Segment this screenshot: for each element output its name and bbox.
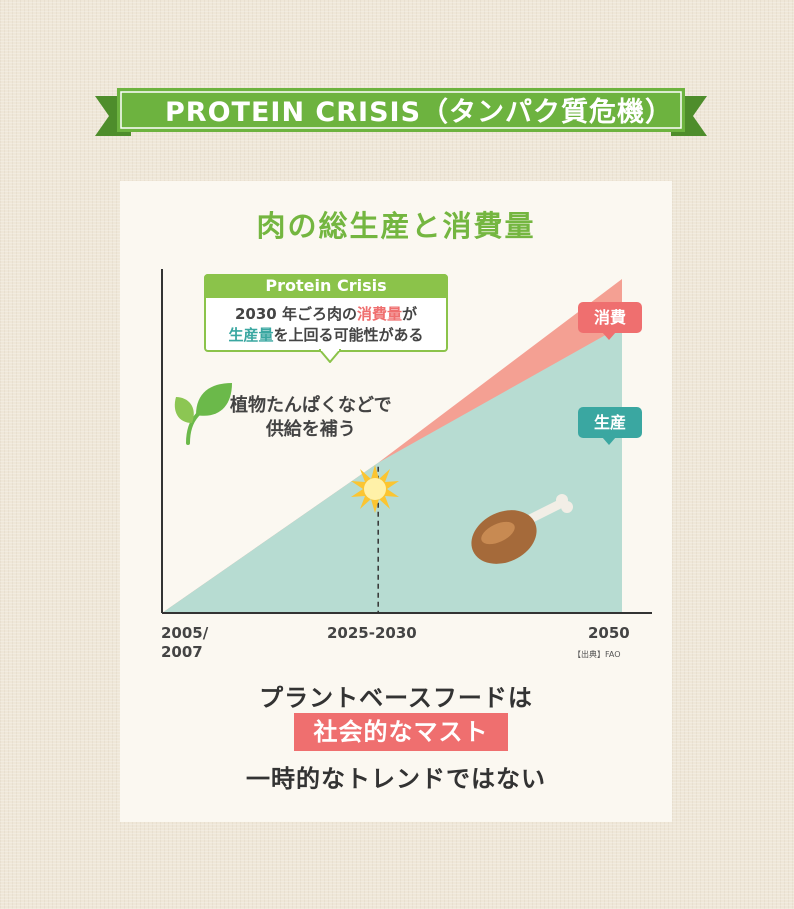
leaf-icon <box>174 383 232 445</box>
burst-icon <box>351 465 399 513</box>
chart-title: 肉の総生産と消費量 <box>256 209 536 243</box>
protein-crisis-callout: Protein Crisis 2030 年ごろ肉の消費量が 生産量を上回る可能性… <box>204 274 448 352</box>
callout-consumption-word: 消費量 <box>356 305 402 323</box>
consumption-badge: 消費 <box>578 302 642 340</box>
callout-header: Protein Crisis <box>204 274 448 298</box>
plant-protein-note: 植物たんぱくなどで 供給を補う <box>230 394 392 442</box>
infographic-panel: 肉の総生産と消費量 2005/ 2007 2025-2030 2050 【出典】… <box>120 181 672 822</box>
message-line-3: 一時的なトレンドではない <box>246 765 546 793</box>
callout-body: 2030 年ごろ肉の消費量が 生産量を上回る可能性がある <box>206 304 446 346</box>
x-tick-mid: 2025-2030 <box>327 624 417 642</box>
callout-line-1: 2030 年ごろ肉の消費量が <box>206 304 446 325</box>
callout-line2-suffix: を上回る可能性がある <box>273 326 424 344</box>
production-badge: 生産 <box>578 407 642 445</box>
x-tick-end: 2050 <box>588 624 630 642</box>
message-highlight: 社会的なマスト <box>294 713 508 751</box>
x-tick-start-line1: 2005/ <box>161 624 209 642</box>
plant-note-line1: 植物たんぱくなどで <box>230 395 392 416</box>
x-tick-start-line2: 2007 <box>161 643 203 661</box>
drumstick-icon <box>471 494 573 564</box>
callout-line1-suffix: が <box>401 305 417 323</box>
title-banner: PROTEIN CRISIS（タンパク質危機） <box>95 84 707 142</box>
x-tick-start: 2005/ 2007 <box>161 624 208 662</box>
callout-tail <box>319 349 341 363</box>
source-note: 【出典】FAO <box>573 650 621 659</box>
callout-production-word: 生産量 <box>228 326 274 344</box>
callout-line1-prefix: 2030 年ごろ肉の <box>234 305 357 323</box>
plant-note-line2: 供給を補う <box>265 419 356 440</box>
message-line-1: プラントベースフードは <box>259 684 533 712</box>
banner-title: PROTEIN CRISIS（タンパク質危機） <box>165 97 674 128</box>
callout-line-2: 生産量を上回る可能性がある <box>206 325 446 346</box>
ribbon-shape <box>95 88 707 136</box>
